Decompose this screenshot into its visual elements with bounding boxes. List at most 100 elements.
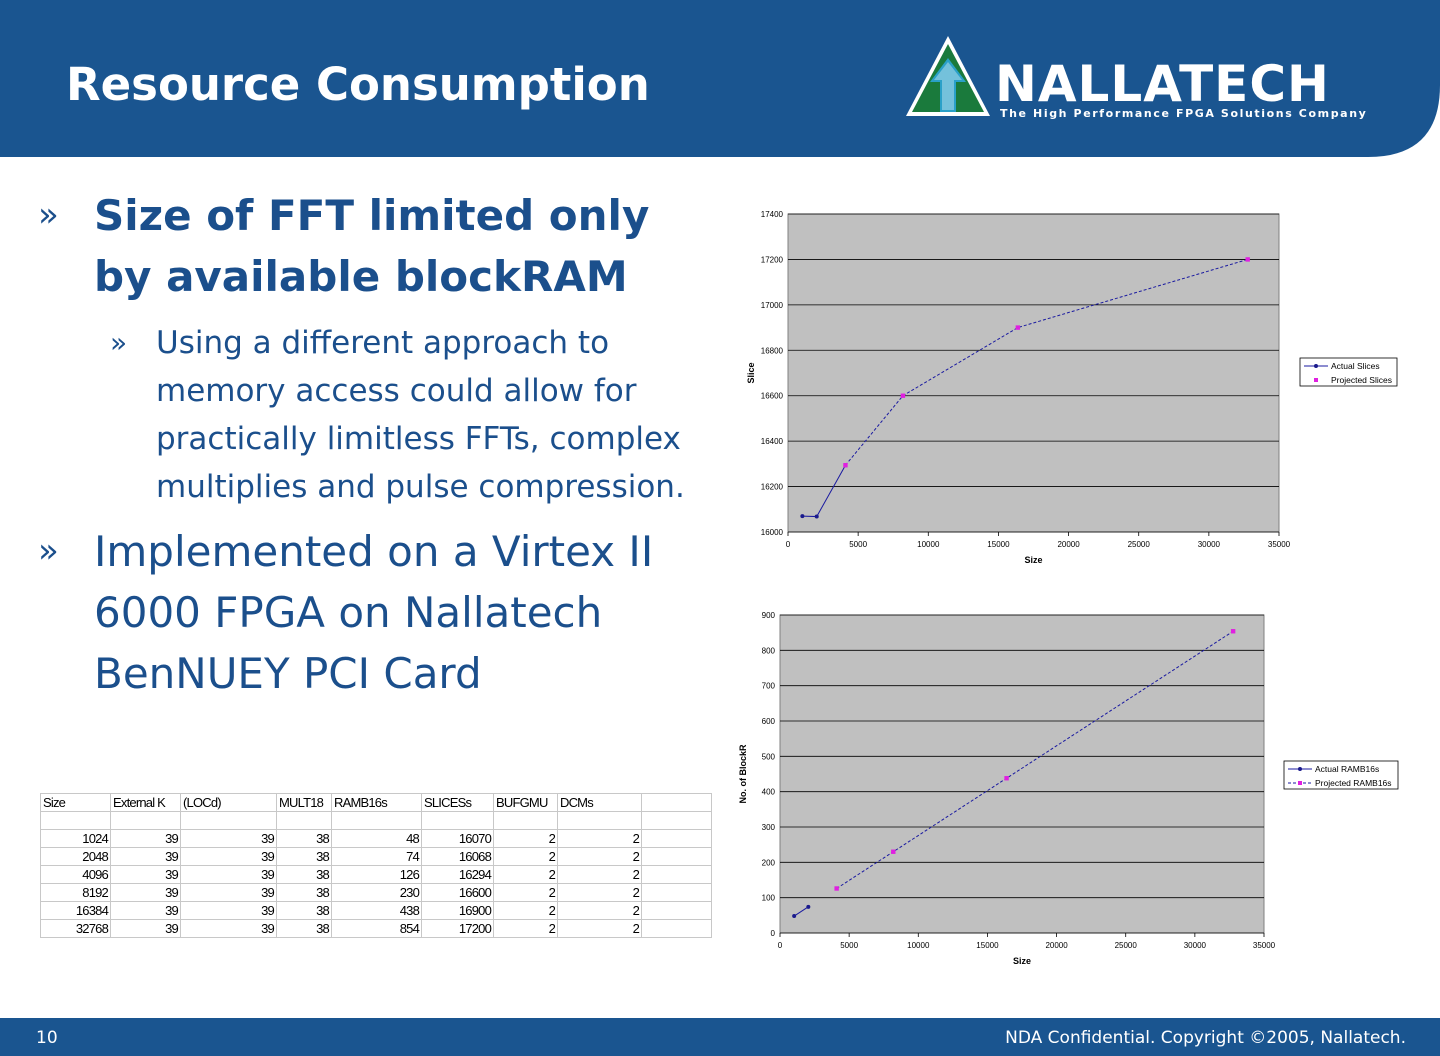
table-cell bbox=[40, 811, 111, 830]
data-point bbox=[1015, 325, 1021, 330]
x-tick-label: 35000 bbox=[1253, 941, 1276, 950]
slide-header: Resource Consumption NALLATECH The High … bbox=[0, 0, 1440, 157]
table-cell: 38 bbox=[276, 919, 332, 938]
x-tick-label: 25000 bbox=[1128, 540, 1151, 549]
slide-footer: 10 NDA Confidential. Copyright ©2005, Na… bbox=[0, 1018, 1440, 1056]
header-banner bbox=[0, 0, 1440, 157]
table-header-cell: SLICESs bbox=[421, 793, 494, 812]
table-cell: 39 bbox=[180, 865, 277, 884]
table-cell bbox=[276, 811, 332, 830]
table-cell: 39 bbox=[110, 883, 181, 902]
bullet-list: » Size of FFT limited only by available … bbox=[38, 185, 718, 704]
table-cell: 39 bbox=[110, 865, 181, 884]
bullet-marker: » bbox=[110, 326, 128, 359]
data-point bbox=[1004, 776, 1009, 781]
bullet-fft-size: » Size of FFT limited only by available … bbox=[38, 185, 718, 307]
table-header-cell: DCMs bbox=[557, 793, 642, 812]
y-tick-label: 16600 bbox=[761, 392, 784, 401]
y-tick-label: 400 bbox=[762, 788, 776, 797]
table-row: 2048 39 39 38 74 16068 2 2 bbox=[40, 847, 712, 866]
y-tick-label: 16400 bbox=[761, 437, 784, 446]
legend-label: Projected Slices bbox=[1331, 375, 1392, 385]
table-cell: 39 bbox=[180, 919, 277, 938]
x-tick-label: 5000 bbox=[840, 941, 858, 950]
slide-title: Resource Consumption bbox=[66, 58, 650, 111]
table-cell: 16070 bbox=[421, 829, 494, 848]
legend-label: Actual RAMB16s bbox=[1315, 764, 1379, 774]
y-axis-label: No. of BlockR bbox=[738, 744, 748, 804]
table-header-cell: Size bbox=[40, 793, 111, 812]
y-tick-label: 800 bbox=[762, 646, 776, 655]
table-cell: 2 bbox=[493, 883, 558, 902]
table-cell: 4096 bbox=[40, 865, 111, 884]
x-tick-label: 30000 bbox=[1184, 941, 1207, 950]
table-row: 16384 39 39 38 438 16900 2 2 bbox=[40, 901, 712, 920]
series-line bbox=[836, 630, 1234, 889]
y-tick-label: 700 bbox=[762, 682, 776, 691]
x-tick-label: 30000 bbox=[1198, 540, 1221, 549]
table-header-cell: (LOCd) bbox=[180, 793, 277, 812]
y-tick-label: 0 bbox=[771, 929, 776, 938]
table-cell: 48 bbox=[331, 829, 422, 848]
x-tick-label: 15000 bbox=[987, 540, 1010, 549]
data-point bbox=[834, 886, 839, 891]
table-row: 1024 39 39 38 48 16070 2 2 bbox=[40, 829, 712, 848]
table-cell bbox=[557, 811, 642, 830]
table-cell: 16294 bbox=[421, 865, 494, 884]
table-header-cell: BUFGMU bbox=[493, 793, 558, 812]
table-cell: 38 bbox=[276, 901, 332, 920]
table-cell: 16384 bbox=[40, 901, 111, 920]
table-cell: 2 bbox=[493, 919, 558, 938]
table-cell: 2 bbox=[493, 901, 558, 920]
y-tick-label: 16200 bbox=[761, 483, 784, 492]
x-tick-label: 0 bbox=[786, 540, 791, 549]
table-cell: 39 bbox=[180, 883, 277, 902]
copyright-notice: NDA Confidential. Copyright ©2005, Nalla… bbox=[1005, 1028, 1406, 1048]
data-point bbox=[843, 463, 848, 468]
table-cell bbox=[641, 811, 712, 830]
plot-area bbox=[779, 614, 1265, 934]
x-tick-label: 20000 bbox=[1057, 540, 1080, 549]
table-cell: 38 bbox=[276, 883, 332, 902]
x-tick-label: 0 bbox=[778, 941, 783, 950]
legend-marker bbox=[1314, 378, 1318, 382]
legend-marker bbox=[1314, 364, 1318, 368]
data-point bbox=[1245, 257, 1250, 262]
bullet-marker: » bbox=[38, 195, 59, 235]
y-tick-label: 200 bbox=[762, 858, 776, 867]
x-tick-label: 20000 bbox=[1045, 941, 1068, 950]
table-row: 8192 39 39 38 230 16600 2 2 bbox=[40, 883, 712, 902]
table-cell: 2 bbox=[493, 829, 558, 848]
bullet-text: Using a different approach to memory acc… bbox=[156, 325, 685, 505]
table-cell bbox=[180, 811, 277, 830]
table-cell: 16600 bbox=[421, 883, 494, 902]
nallatech-logo: NALLATECH The High Performance FPGA Solu… bbox=[900, 30, 1390, 130]
table-cell: 8192 bbox=[40, 883, 111, 902]
y-tick-label: 900 bbox=[762, 611, 776, 620]
logo-triangle-icon bbox=[906, 36, 990, 116]
data-point bbox=[891, 849, 896, 854]
y-tick-label: 100 bbox=[762, 894, 776, 903]
table-row bbox=[40, 811, 712, 830]
table-cell: 1024 bbox=[40, 829, 111, 848]
data-point bbox=[806, 904, 811, 909]
table-cell: 39 bbox=[180, 901, 277, 920]
legend-box bbox=[1283, 760, 1399, 790]
table-cell bbox=[421, 811, 494, 830]
table-cell: 2 bbox=[557, 865, 642, 884]
bullet-marker: » bbox=[38, 531, 59, 571]
series-line bbox=[845, 258, 1248, 466]
table-cell: 2 bbox=[493, 847, 558, 866]
table-cell: 230 bbox=[331, 883, 422, 902]
data-point bbox=[1230, 629, 1236, 634]
table-cell bbox=[331, 811, 422, 830]
y-tick-label: 16800 bbox=[761, 346, 784, 355]
table-cell: 854 bbox=[331, 919, 422, 938]
plot-area bbox=[787, 213, 1280, 533]
sub-bullet-memory-access: » Using a different approach to memory a… bbox=[94, 319, 718, 511]
table-cell: 39 bbox=[110, 901, 181, 920]
table-cell: 16900 bbox=[421, 901, 494, 920]
y-axis-label: Slice bbox=[746, 362, 756, 383]
table-cell: 39 bbox=[110, 919, 181, 938]
legend-label: Projected RAMB16s bbox=[1315, 778, 1392, 788]
